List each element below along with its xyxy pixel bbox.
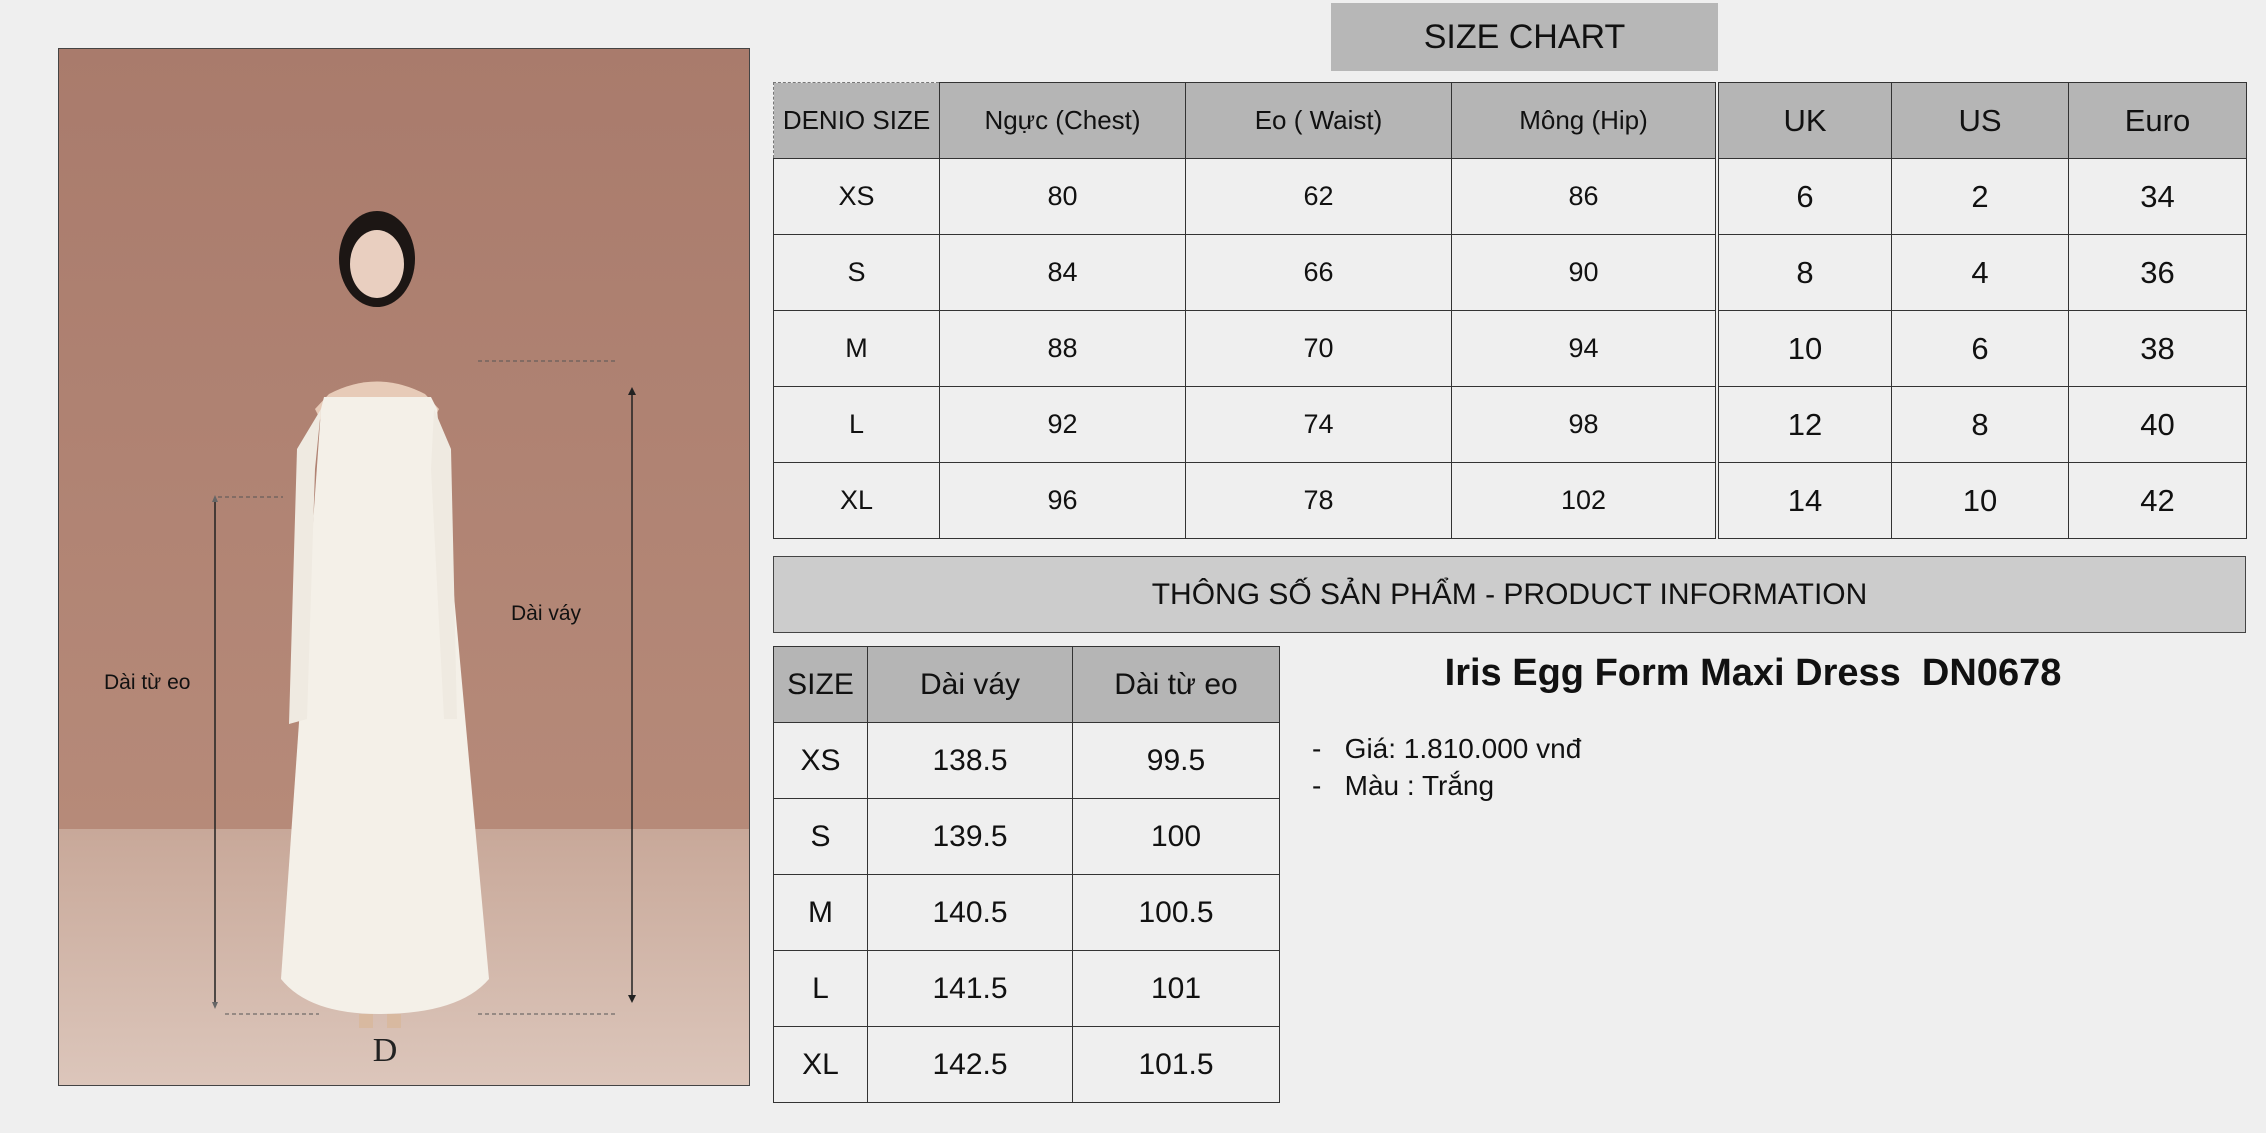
length-header-cell: SIZE — [773, 646, 868, 723]
color-bullet: - Màu : Trắng — [1312, 770, 1495, 801]
intl-size-cell: 34 — [2068, 158, 2247, 235]
size-chart-cell: S — [773, 234, 940, 311]
product-information-title: THÔNG SỐ SẢN PHẨM - PRODUCT INFORMATION — [773, 556, 2246, 633]
length-cell: 101 — [1072, 950, 1280, 1027]
size-chart-cell: XS — [773, 158, 940, 235]
size-chart-table: DENIO SIZE Ngực (Chest) Eo ( Waist) Mông (H… — [773, 82, 1716, 539]
intl-size-row: 10 6 38 — [1718, 310, 2247, 387]
intl-size-cell: 4 — [1891, 234, 2069, 311]
size-chart-cell: 70 — [1185, 310, 1452, 387]
length-cell: 142.5 — [867, 1026, 1073, 1103]
size-chart-row: L 92 74 98 — [773, 386, 1716, 463]
size-chart-row: XS 80 62 86 — [773, 158, 1716, 235]
size-chart-row: M 88 70 94 — [773, 310, 1716, 387]
intl-size-cell: 10 — [1891, 462, 2069, 539]
size-chart-row: XL 96 78 102 — [773, 462, 1716, 539]
dress-length-label: Dài váy — [511, 602, 582, 625]
intl-size-cell: 2 — [1891, 158, 2069, 235]
length-cell: L — [773, 950, 868, 1027]
intl-size-cell: 12 — [1718, 386, 1892, 463]
size-chart-cell: 94 — [1451, 310, 1716, 387]
model-dress-illustration: D — [59, 49, 749, 1085]
intl-size-cell: 14 — [1718, 462, 1892, 539]
denio-logo: D — [373, 1032, 398, 1069]
size-chart-cell: 88 — [939, 310, 1186, 387]
size-chart-cell: XL — [773, 462, 940, 539]
length-row: S 139.5 100 — [773, 798, 1280, 875]
intl-size-cell: 10 — [1718, 310, 1892, 387]
length-cell: M — [773, 874, 868, 951]
intl-size-cell: 8 — [1718, 234, 1892, 311]
length-cell: 141.5 — [867, 950, 1073, 1027]
price-bullet: - Giá: 1.810.000 vnđ — [1312, 733, 1582, 764]
size-chart-header-cell: Eo ( Waist) — [1185, 82, 1452, 159]
length-cell: S — [773, 798, 868, 875]
length-cell: 101.5 — [1072, 1026, 1280, 1103]
intl-size-cell: 38 — [2068, 310, 2247, 387]
intl-size-cell: 40 — [2068, 386, 2247, 463]
size-chart-row: S 84 66 90 — [773, 234, 1716, 311]
intl-size-cell: 6 — [1718, 158, 1892, 235]
international-size-table: UK US Euro 6 2 34 8 4 36 10 6 38 12 8 40 14 10 42 — [1718, 82, 2247, 539]
size-chart-cell: 84 — [939, 234, 1186, 311]
length-header-cell: Dài váy — [867, 646, 1073, 723]
waist-length-label: Dài từ eo — [104, 671, 191, 694]
length-cell: XS — [773, 722, 868, 799]
length-header-cell: Dài từ eo — [1072, 646, 1280, 723]
size-chart-cell: 98 — [1451, 386, 1716, 463]
product-photo: D Dài váy Dài từ eo — [58, 48, 750, 1086]
size-chart-cell: L — [773, 386, 940, 463]
length-cell: 100.5 — [1072, 874, 1280, 951]
size-chart-header-cell: Mông (Hip) — [1451, 82, 1716, 159]
intl-size-row: 14 10 42 — [1718, 462, 2247, 539]
length-row: M 140.5 100.5 — [773, 874, 1280, 951]
intl-size-row: 12 8 40 — [1718, 386, 2247, 463]
size-chart-cell: 92 — [939, 386, 1186, 463]
length-cell: 139.5 — [867, 798, 1073, 875]
size-chart-cell: 102 — [1451, 462, 1716, 539]
length-row: L 141.5 101 — [773, 950, 1280, 1027]
length-row: XL 142.5 101.5 — [773, 1026, 1280, 1103]
intl-size-cell: 42 — [2068, 462, 2247, 539]
size-chart-cell: 90 — [1451, 234, 1716, 311]
intl-size-row: 6 2 34 — [1718, 158, 2247, 235]
length-cell: XL — [773, 1026, 868, 1103]
intl-size-row: 8 4 36 — [1718, 234, 2247, 311]
size-chart-cell: 66 — [1185, 234, 1452, 311]
intl-size-header-cell: Euro — [2068, 82, 2247, 159]
length-row: XS 138.5 99.5 — [773, 722, 1280, 799]
intl-size-cell: 6 — [1891, 310, 2069, 387]
size-chart-cell: 86 — [1451, 158, 1716, 235]
intl-size-header-cell: UK — [1718, 82, 1892, 159]
product-length-table: SIZE Dài váy Dài từ eo XS 138.5 99.5 S 139.5 100… — [773, 646, 1280, 1103]
length-cell: 138.5 — [867, 722, 1073, 799]
size-chart-cell: 80 — [939, 158, 1186, 235]
length-cell: 100 — [1072, 798, 1280, 875]
size-chart-header-cell: Ngực (Chest) — [939, 82, 1186, 159]
length-cell: 140.5 — [867, 874, 1073, 951]
size-chart-cell: 74 — [1185, 386, 1452, 463]
size-chart-cell: M — [773, 310, 940, 387]
intl-size-cell: 8 — [1891, 386, 2069, 463]
size-chart-cell: 96 — [939, 462, 1186, 539]
size-chart-header-cell: DENIO SIZE — [773, 82, 940, 159]
size-chart-cell: 62 — [1185, 158, 1452, 235]
size-chart-title: SIZE CHART — [1331, 3, 1718, 71]
intl-size-header-cell: US — [1891, 82, 2069, 159]
intl-size-cell: 36 — [2068, 234, 2247, 311]
product-name: Iris Egg Form Maxi Dress DN0678 — [1444, 652, 2062, 694]
size-chart-cell: 78 — [1185, 462, 1452, 539]
length-cell: 99.5 — [1072, 722, 1280, 799]
